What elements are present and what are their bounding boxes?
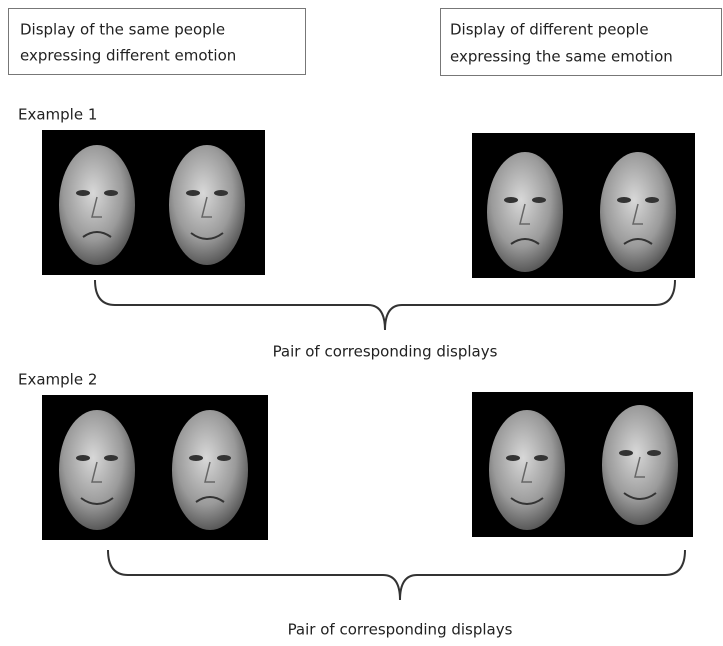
eye bbox=[645, 197, 659, 203]
face bbox=[59, 145, 135, 265]
eye bbox=[617, 197, 631, 203]
eye bbox=[506, 455, 520, 461]
mouth bbox=[80, 497, 114, 505]
eye bbox=[532, 197, 546, 203]
eye bbox=[214, 190, 228, 196]
eye bbox=[534, 455, 548, 461]
brace bbox=[107, 549, 686, 601]
mouth bbox=[623, 492, 657, 500]
face bbox=[489, 410, 565, 530]
face bbox=[600, 152, 676, 272]
eye bbox=[189, 455, 203, 461]
eye bbox=[186, 190, 200, 196]
eye bbox=[504, 197, 518, 203]
nose bbox=[204, 461, 215, 483]
mouth bbox=[510, 238, 540, 245]
nose bbox=[519, 203, 530, 225]
face bbox=[169, 145, 245, 265]
example-label: Example 2 bbox=[18, 371, 97, 389]
example-label: Example 1 bbox=[18, 106, 97, 124]
header-line: Display of different people bbox=[450, 21, 649, 39]
eye bbox=[217, 455, 231, 461]
mouth bbox=[82, 231, 112, 238]
header-box bbox=[8, 8, 306, 75]
mouth bbox=[510, 497, 544, 505]
eye bbox=[76, 455, 90, 461]
eye bbox=[76, 190, 90, 196]
caption: Pair of corresponding displays bbox=[288, 621, 513, 639]
nose bbox=[201, 196, 212, 218]
face bbox=[602, 405, 678, 525]
header-line: Display of the same people bbox=[20, 21, 225, 39]
eye bbox=[619, 450, 633, 456]
nose bbox=[91, 461, 102, 483]
mouth bbox=[623, 238, 653, 245]
nose bbox=[91, 196, 102, 218]
header-line: expressing the same emotion bbox=[450, 48, 673, 66]
face bbox=[59, 410, 135, 530]
eye bbox=[104, 190, 118, 196]
nose bbox=[634, 456, 645, 478]
nose bbox=[632, 203, 643, 225]
eye bbox=[647, 450, 661, 456]
caption: Pair of corresponding displays bbox=[273, 343, 498, 361]
eye bbox=[104, 455, 118, 461]
mouth bbox=[190, 232, 224, 240]
header-line: expressing different emotion bbox=[20, 47, 236, 65]
face bbox=[172, 410, 248, 530]
face bbox=[487, 152, 563, 272]
brace bbox=[94, 279, 676, 331]
nose bbox=[521, 461, 532, 483]
face-images bbox=[42, 130, 695, 540]
mouth bbox=[195, 496, 225, 503]
header-box bbox=[440, 8, 722, 76]
